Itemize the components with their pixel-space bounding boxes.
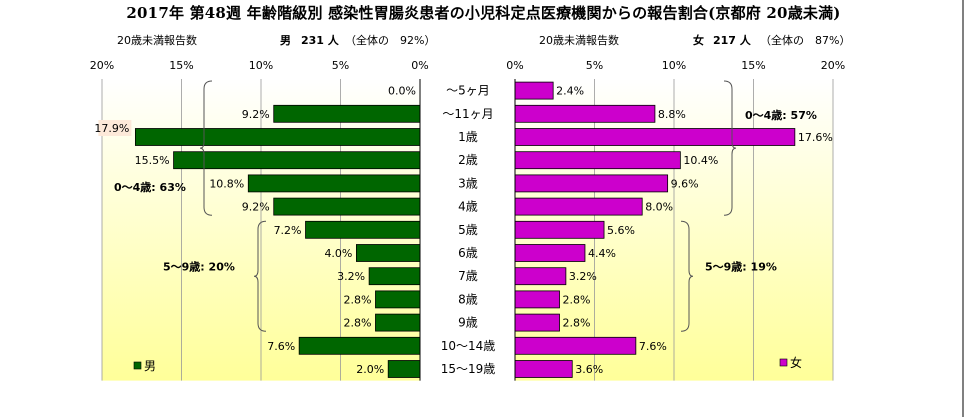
male-count: 231 人 bbox=[301, 34, 339, 47]
category-label: 3歳 bbox=[458, 176, 478, 190]
female-data-label: 7.6% bbox=[639, 340, 667, 353]
male-bar bbox=[298, 336, 421, 355]
female-bar bbox=[514, 128, 796, 146]
female-data-label: 8.8% bbox=[658, 108, 686, 121]
left-bracket-5-9 bbox=[253, 220, 267, 332]
female-data-label: 3.6% bbox=[575, 363, 603, 376]
left-x-tick-label: 15% bbox=[169, 59, 193, 72]
female-data-label: 8.0% bbox=[645, 201, 673, 214]
male-bar bbox=[273, 197, 421, 216]
male-data-label: 0.0% bbox=[388, 85, 416, 98]
female-bar bbox=[514, 151, 681, 170]
female-bar bbox=[514, 220, 605, 239]
male-bar bbox=[375, 290, 421, 309]
male-data-label: 3.2% bbox=[337, 270, 365, 283]
male-annotation-0-4: 0～4歳: 63% bbox=[114, 180, 186, 194]
category-label: 4歳 bbox=[458, 200, 478, 214]
left-x-tick-label: 0% bbox=[411, 59, 428, 72]
male-data-label: 2.0% bbox=[356, 363, 384, 376]
left-bracket-0-4 bbox=[199, 80, 213, 216]
female-data-label: 5.6% bbox=[607, 224, 635, 237]
right-x-tick-label: 15% bbox=[741, 59, 765, 72]
left-x-tick-label: 10% bbox=[249, 59, 273, 72]
chart-title: 2017年 第48週 年齢階級別 感染性胃腸炎患者の小児科定点医療機関からの報告… bbox=[126, 4, 841, 22]
right-bracket-0-4 bbox=[723, 80, 737, 216]
female-share: （全体の 87%） bbox=[760, 34, 851, 47]
female-data-label: 3.2% bbox=[569, 270, 597, 283]
female-bar bbox=[514, 244, 586, 262]
right-x-tick-label: 5% bbox=[586, 59, 603, 72]
male-legend-swatch bbox=[133, 361, 142, 370]
male-under20-label: 20歳未満報告数 bbox=[117, 34, 197, 47]
female-bar bbox=[514, 313, 560, 332]
male-data-label: 7.6% bbox=[267, 340, 295, 353]
male-bar bbox=[247, 174, 421, 193]
male-data-label: 9.2% bbox=[242, 201, 270, 214]
male-legend-label: 男 bbox=[144, 359, 156, 373]
right-x-tick-label: 10% bbox=[662, 59, 686, 72]
male-data-label: 2.8% bbox=[344, 293, 372, 306]
female-legend-label: 女 bbox=[790, 355, 802, 370]
category-label: ～5ヶ月 bbox=[446, 84, 490, 98]
male-data-label: 2.8% bbox=[344, 317, 372, 330]
female-count: 217 人 bbox=[713, 34, 751, 47]
male-bar bbox=[273, 104, 421, 123]
female-annotation-5-9: 5～9歳: 19% bbox=[705, 260, 777, 274]
female-bar bbox=[514, 336, 637, 355]
male-data-label: 4.0% bbox=[324, 247, 352, 260]
female-data-label: 2.8% bbox=[563, 293, 591, 306]
right-bracket-5-9 bbox=[680, 220, 694, 332]
male-data-label: 10.8% bbox=[209, 177, 244, 190]
category-label: 6歳 bbox=[458, 246, 478, 260]
category-label: 10～14歳 bbox=[441, 339, 496, 353]
male-bar bbox=[375, 313, 421, 332]
female-under20-label: 20歳未満報告数 bbox=[539, 34, 619, 47]
male-bar bbox=[368, 267, 421, 286]
male-data-label: 15.5% bbox=[135, 154, 170, 167]
category-label: 15～19歳 bbox=[441, 362, 496, 376]
male-bar bbox=[387, 360, 421, 378]
category-label: 7歳 bbox=[458, 269, 478, 283]
female-data-label: 2.8% bbox=[563, 317, 591, 330]
female-data-label: 2.4% bbox=[556, 85, 584, 98]
male-data-label: 7.2% bbox=[274, 224, 302, 237]
male-data-label: 17.9% bbox=[94, 122, 129, 135]
category-label: 8歳 bbox=[458, 292, 478, 306]
female-bar bbox=[514, 104, 656, 123]
right-x-tick-label: 20% bbox=[821, 59, 845, 72]
male-bar bbox=[355, 244, 421, 262]
category-label: ～11ヶ月 bbox=[442, 107, 493, 121]
category-label: 9歳 bbox=[458, 316, 478, 330]
male-bar bbox=[173, 151, 421, 170]
left-x-tick-label: 20% bbox=[90, 59, 114, 72]
female-data-label: 4.4% bbox=[588, 247, 616, 260]
category-label: 5歳 bbox=[458, 223, 478, 237]
female-bar bbox=[514, 267, 567, 286]
female-data-label: 10.4% bbox=[683, 154, 718, 167]
male-bar bbox=[134, 128, 421, 146]
female-bar bbox=[514, 290, 560, 309]
male-bar bbox=[305, 220, 421, 239]
female-legend-swatch bbox=[779, 358, 788, 367]
female-bar bbox=[514, 174, 669, 193]
right-x-tick-label: 0% bbox=[506, 59, 523, 72]
male-data-label: 9.2% bbox=[242, 108, 270, 121]
female-sex-label: 女 bbox=[693, 34, 704, 47]
male-share: （全体の 92%） bbox=[345, 34, 436, 47]
male-data-label-bg bbox=[98, 120, 132, 136]
male-annotation-5-9: 5～9歳: 20% bbox=[163, 260, 235, 274]
female-data-label: 17.6% bbox=[798, 131, 833, 144]
female-annotation-0-4: 0～4歳: 57% bbox=[745, 108, 817, 122]
female-data-label: 9.6% bbox=[671, 177, 699, 190]
female-bar bbox=[514, 81, 554, 100]
female-bar bbox=[514, 360, 573, 378]
category-label: 1歳 bbox=[458, 130, 478, 144]
category-label: 2歳 bbox=[458, 153, 478, 167]
left-x-tick-label: 5% bbox=[332, 59, 349, 72]
male-sex-label: 男 bbox=[280, 34, 291, 47]
female-bar bbox=[514, 197, 643, 216]
